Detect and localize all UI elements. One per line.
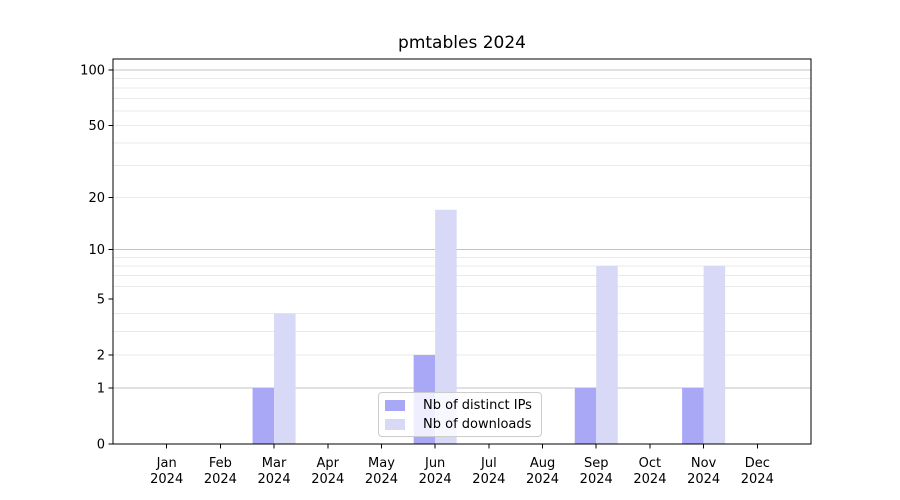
y-tick-label-20: 20 [88, 191, 105, 206]
plot-frame [112, 58, 812, 445]
x-tick-label-month-sep-2024: Sep [584, 456, 609, 471]
legend-label-downloads: Nb of downloads [423, 416, 532, 432]
x-tick-label-year-jul-2024: 2024 [472, 472, 505, 487]
legend-row-distinct-ips: Nb of distinct IPs [379, 397, 541, 414]
y-tick-label-1: 1 [97, 381, 105, 396]
bar-nb-of-downloads-sep-2024 [596, 265, 618, 444]
x-tick-label-year-may-2024: 2024 [365, 472, 398, 487]
bar-nb-of-downloads-jun-2024 [435, 209, 457, 444]
x-tick-label-year-aug-2024: 2024 [526, 472, 559, 487]
x-tick-label-year-jan-2024: 2024 [150, 472, 183, 487]
legend-swatch-downloads [385, 418, 405, 430]
x-tick-label-month-jan-2024: Jan [156, 456, 177, 471]
y-tick-label-100: 100 [80, 64, 105, 79]
x-tick-label-year-sep-2024: 2024 [580, 472, 613, 487]
legend-label-distinct-ips: Nb of distinct IPs [423, 397, 532, 413]
x-tick-label-month-may-2024: May [368, 456, 395, 471]
x-tick-label-month-feb-2024: Feb [209, 456, 232, 471]
y-tick-label-2: 2 [97, 348, 105, 363]
y-tick-label-5: 5 [97, 292, 105, 307]
bar-nb-of-downloads-mar-2024 [274, 313, 296, 444]
x-tick-label-month-jul-2024: Jul [480, 456, 497, 471]
bar-nb-of-distinct-ips-mar-2024 [252, 387, 275, 444]
x-tick-label-year-nov-2024: 2024 [687, 472, 720, 487]
bar-nb-of-distinct-ips-sep-2024 [574, 387, 597, 444]
legend-row-downloads: Nb of downloads [379, 416, 541, 433]
x-tick-label-month-nov-2024: Nov [691, 456, 717, 471]
x-tick-label-year-apr-2024: 2024 [311, 472, 344, 487]
x-tick-label-month-jun-2024: Jun [424, 456, 445, 471]
y-tick-label-50: 50 [88, 119, 105, 134]
x-tick-label-month-apr-2024: Apr [317, 456, 340, 471]
x-tick-label-year-jun-2024: 2024 [419, 472, 452, 487]
x-tick-label-year-feb-2024: 2024 [204, 472, 237, 487]
x-tick-label-month-dec-2024: Dec [745, 456, 770, 471]
x-tick-label-year-dec-2024: 2024 [741, 472, 774, 487]
x-tick-label-year-oct-2024: 2024 [633, 472, 666, 487]
legend-swatch-distinct-ips [385, 399, 405, 411]
bar-nb-of-distinct-ips-nov-2024 [682, 387, 704, 444]
chart-title: pmtables 2024 [398, 33, 526, 53]
y-tick-label-0: 0 [97, 438, 105, 453]
legend: Nb of distinct IPs Nb of downloads [378, 392, 542, 437]
x-tick-label-month-mar-2024: Mar [262, 456, 287, 471]
x-tick-label-year-mar-2024: 2024 [258, 472, 291, 487]
x-tick-label-month-oct-2024: Oct [639, 456, 661, 471]
y-tick-label-10: 10 [88, 243, 105, 258]
x-tick-label-month-aug-2024: Aug [530, 456, 555, 471]
bar-nb-of-downloads-nov-2024 [703, 265, 726, 444]
